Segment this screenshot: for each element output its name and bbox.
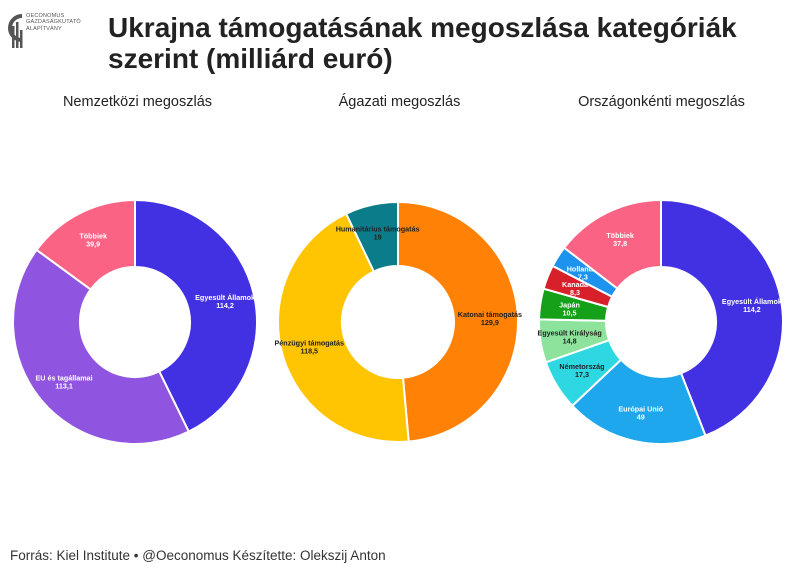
slice-label-egyesult-kiralysag: Egyesült Királyság: [537, 329, 601, 338]
slice-value-nemetorszag: 17,3: [575, 370, 589, 379]
slice-value-egyesult-kiralysag: 14,8: [563, 337, 577, 346]
slice-label-eu-es-tagallamai: EU és tagállamai: [36, 373, 93, 382]
slice-label-japan: Japán: [559, 300, 580, 309]
chart-title-sector: Ágazati megoszlás: [338, 94, 461, 110]
slice-value-egyesult-allamok: 114,2: [216, 301, 234, 310]
slice-label-hollandia: Hollandia: [567, 264, 600, 273]
logo: OECONOMUS GAZDASÁGKUTATÓ ALAPÍTVÁNY: [8, 10, 108, 58]
logo-icon: [8, 14, 23, 48]
slice-value-japan: 10,5: [563, 308, 577, 317]
slice-value-kanada: 8,3: [570, 288, 580, 297]
slice-label-kanada: Kanada: [562, 280, 589, 289]
slice-value-tobbiek: 39,9: [86, 239, 100, 248]
slice-value-eu-es-tagallamai: 113,1: [55, 381, 73, 390]
slice-label-europai-unio: Európai Unió: [618, 404, 663, 413]
slice-label-penzugyi-tamogatas: Pénzügyi támogatás: [275, 338, 345, 347]
slice-label-humanitarius-tamogatas: Humanitárius támogatás: [336, 224, 420, 233]
slice-tobbiek: [35, 198, 136, 291]
page-title: Ukrajna támogatásának megoszlása kategór…: [108, 12, 737, 74]
slice-label-tobbiek: Többiek: [79, 231, 107, 240]
slice-value-egyesult-allamok: 114,2: [743, 305, 761, 314]
slice-value-katonai-tamogatas: 129,9: [481, 318, 499, 327]
slice-label-egyesult-allamok: Egyesült Államok: [722, 297, 782, 306]
slice-value-tobbiek: 37,8: [613, 239, 627, 248]
source-note: Forrás: Kiel Institute • @Oeconomus Kész…: [10, 548, 386, 563]
slice-humanitarius-tamogatas: [344, 200, 399, 273]
slice-value-humanitarius-tamogatas: 19: [374, 232, 382, 241]
slice-egyesult-allamok: [134, 198, 258, 433]
chart-title-country: Országonkénti megoszlás: [578, 94, 745, 110]
slice-value-hollandia: 7,3: [578, 272, 588, 281]
logo-line: GAZDASÁGKUTATÓ: [26, 19, 81, 26]
slice-label-tobbiek: Többiek: [606, 231, 634, 240]
slice-label-nemetorszag: Németország: [559, 362, 604, 371]
slice-europai-unio: [570, 358, 707, 445]
chart-title-international: Nemzetközi megoszlás: [62, 94, 213, 110]
logo-text: OECONOMUS GAZDASÁGKUTATÓ ALAPÍTVÁNY: [26, 13, 81, 32]
slice-katonai-tamogatas: [397, 200, 519, 443]
slice-label-egyesult-allamok: Egyesült Államok: [195, 293, 255, 302]
slice-value-europai-unio: 49: [637, 412, 645, 421]
logo-line: ALAPÍTVÁNY: [26, 25, 62, 32]
slice-eu-es-tagallamai: [12, 248, 191, 445]
slice-egyesult-allamok: [660, 198, 784, 437]
logo-line: OECONOMUS: [26, 13, 65, 19]
slice-tobbiek: [562, 198, 662, 290]
slice-penzugyi-tamogatas: [277, 212, 410, 443]
slice-label-katonai-tamogatas: Katonai támogatás: [458, 310, 522, 319]
slice-value-penzugyi-tamogatas: 118,5: [300, 346, 318, 355]
